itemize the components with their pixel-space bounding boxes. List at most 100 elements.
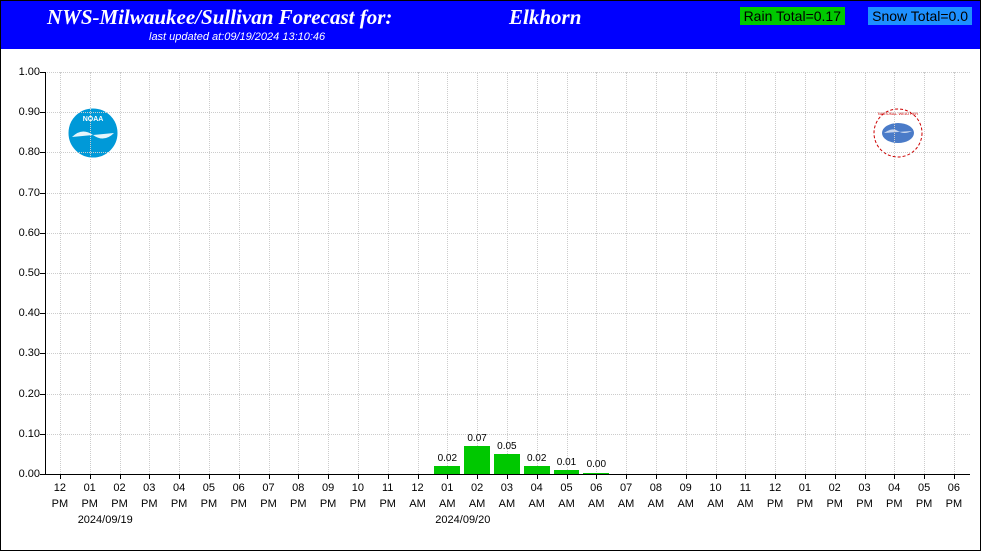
x-axis-hour-label: 02 [105,482,135,494]
bar-value-label: 0.05 [492,441,522,452]
x-axis-ampm-label: PM [45,498,75,510]
y-axis-label: 0.30 [10,347,40,359]
grid-line-vertical [537,72,538,474]
grid-line-vertical [507,72,508,474]
bar-value-label: 0.02 [522,453,552,464]
x-axis-ampm-label: PM [313,498,343,510]
x-axis-ampm-label: PM [105,498,135,510]
y-axis-label: 0.90 [10,106,40,118]
grid-line-vertical [745,72,746,474]
header-bar: NWS-Milwaukee/Sullivan Forecast for: Elk… [1,1,980,49]
y-axis-label: 1.00 [10,66,40,78]
x-axis-ampm-label: AM [492,498,522,510]
x-axis-ampm-label: PM [790,498,820,510]
grid-line-vertical [239,72,240,474]
grid-line-vertical [656,72,657,474]
x-axis-hour-label: 03 [492,482,522,494]
bar-value-label: 0.02 [432,453,462,464]
rain-bar [434,466,460,474]
x-axis-ampm-label: AM [671,498,701,510]
x-axis-hour-label: 06 [581,482,611,494]
y-axis-label: 0.50 [10,267,40,279]
grid-line-vertical [596,72,597,474]
grid-line-vertical [269,72,270,474]
x-axis-ampm-label: AM [611,498,641,510]
grid-line-vertical [716,72,717,474]
grid-line-vertical [120,72,121,474]
bar-value-label: 0.00 [581,459,611,470]
x-axis-hour-label: 10 [701,482,731,494]
y-axis-label: 0.70 [10,187,40,199]
x-axis-hour-label: 09 [671,482,701,494]
x-axis-date-label: 2024/09/20 [435,514,490,526]
grid-line-vertical [924,72,925,474]
x-axis-hour-label: 08 [283,482,313,494]
y-axis-line [45,72,46,474]
y-axis-label: 0.80 [10,146,40,158]
grid-line-vertical [805,72,806,474]
x-axis-hour-label: 02 [820,482,850,494]
rain-bar [554,470,580,474]
header-location: Elkhorn [509,5,581,30]
x-axis-ampm-label: PM [850,498,880,510]
y-axis-label: 0.10 [10,428,40,440]
x-axis-hour-label: 03 [850,482,880,494]
x-axis-hour-label: 11 [373,482,403,494]
x-axis-ampm-label: PM [909,498,939,510]
y-axis-label: 0.00 [10,468,40,480]
grid-line-vertical [60,72,61,474]
x-axis-ampm-label: AM [581,498,611,510]
x-axis-hour-label: 08 [641,482,671,494]
header-updated: last updated at:09/19/2024 13:10:46 [149,31,325,43]
x-axis-ampm-label: PM [224,498,254,510]
x-axis-ampm-label: PM [194,498,224,510]
x-axis-ampm-label: PM [373,498,403,510]
x-axis-ampm-label: PM [939,498,969,510]
x-axis-ampm-label: AM [462,498,492,510]
y-axis-label: 0.40 [10,307,40,319]
grid-line-vertical [358,72,359,474]
x-axis-ampm-label: PM [164,498,194,510]
x-axis-hour-label: 12 [45,482,75,494]
rain-bar [494,454,520,474]
x-axis-hour-label: 01 [75,482,105,494]
grid-line-vertical [954,72,955,474]
x-axis-ampm-label: AM [641,498,671,510]
rain-bar [524,466,550,474]
grid-line-vertical [388,72,389,474]
header-title: NWS-Milwaukee/Sullivan Forecast for: [1,5,392,30]
grid-line-vertical [179,72,180,474]
x-axis-ampm-label: PM [879,498,909,510]
x-axis-ampm-label: PM [760,498,790,510]
x-axis-hour-label: 07 [254,482,284,494]
y-axis-label: 0.20 [10,388,40,400]
x-axis-ampm-label: PM [343,498,373,510]
x-axis-ampm-label: AM [701,498,731,510]
x-axis-hour-label: 06 [224,482,254,494]
x-axis-date-label: 2024/09/19 [78,514,133,526]
x-axis-hour-label: 12 [760,482,790,494]
x-axis-hour-label: 12 [403,482,433,494]
rain-bar [464,446,490,474]
rain-total-badge: Rain Total=0.17 [740,7,845,25]
x-axis-ampm-label: PM [283,498,313,510]
x-axis-ampm-label: AM [522,498,552,510]
rain-bar [583,473,609,474]
grid-line-vertical [149,72,150,474]
x-axis-hour-label: 05 [552,482,582,494]
x-axis-hour-label: 04 [164,482,194,494]
x-axis-line [45,474,970,475]
x-axis-hour-label: 11 [730,482,760,494]
grid-line-vertical [298,72,299,474]
grid-line-vertical [626,72,627,474]
grid-line-vertical [835,72,836,474]
x-axis-hour-label: 05 [194,482,224,494]
x-axis-ampm-label: PM [75,498,105,510]
chart-container: NWS-Milwaukee/Sullivan Forecast for: Elk… [0,0,981,551]
x-axis-hour-label: 07 [611,482,641,494]
grid-line-vertical [686,72,687,474]
x-axis-hour-label: 01 [790,482,820,494]
grid-line-vertical [477,72,478,474]
x-axis-ampm-label: AM [432,498,462,510]
snow-total-badge: Snow Total=0.0 [868,7,972,25]
